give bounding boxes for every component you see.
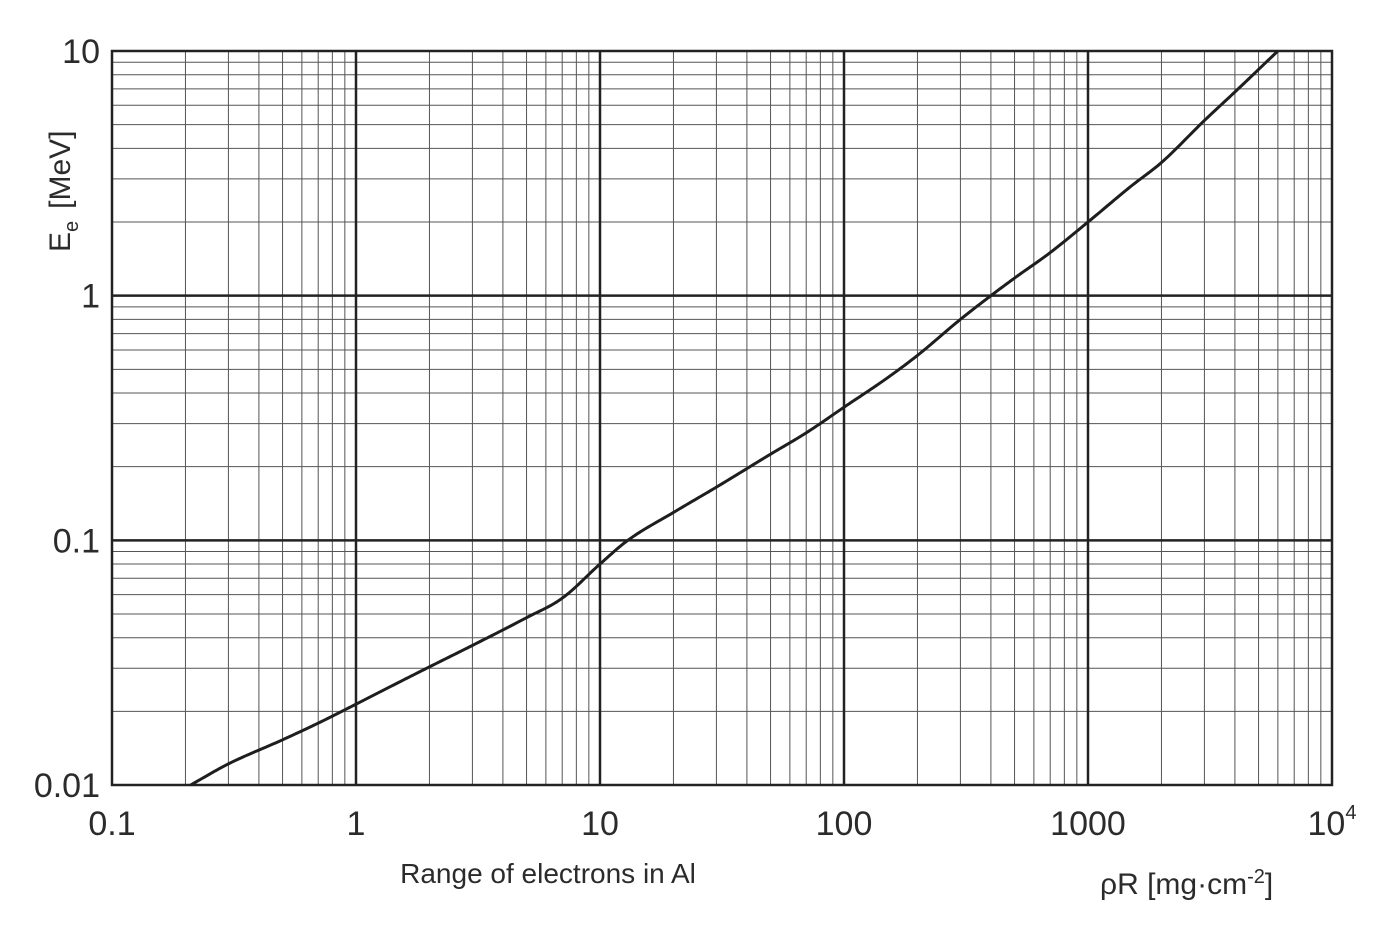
y-tick-label: 1 xyxy=(81,278,100,316)
x-tick-exponent: 4 xyxy=(1345,802,1356,824)
x-tick-label: 1 xyxy=(347,805,366,843)
x-tick-label: 100 xyxy=(816,805,873,843)
y-axis-unit: [MeV] xyxy=(44,131,77,209)
x-axis-unit: ρR [mg·cm-2] xyxy=(1100,866,1273,901)
y-tick-labels: 0.01 0.1 1 10 xyxy=(34,33,100,805)
x-unit-base: ρR [mg·cm xyxy=(1100,868,1247,901)
x-axis-title: Range of electrons in Al xyxy=(400,858,696,889)
plot-frame xyxy=(110,49,1334,787)
y-axis-title: Ee [MeV] xyxy=(44,131,83,253)
x-tick-base: 10 xyxy=(1308,805,1346,843)
y-tick-label: 0.01 xyxy=(34,767,100,805)
major-grid xyxy=(112,51,1332,785)
y-tick-label: 10 xyxy=(62,33,100,71)
x-unit-close: ] xyxy=(1265,868,1273,901)
x-tick-label: 0.1 xyxy=(88,805,135,843)
x-tick-label: 1000 xyxy=(1050,805,1126,843)
y-axis-subscript: e xyxy=(61,221,83,232)
x-unit-exponent: -2 xyxy=(1247,866,1265,888)
x-tick-label: 104 xyxy=(1308,802,1357,843)
minor-grid xyxy=(112,51,1332,785)
y-axis-symbol: E xyxy=(44,232,77,252)
y-tick-label: 0.1 xyxy=(53,522,100,560)
series-line-range-energy xyxy=(189,49,1279,787)
x-tick-label: 10 xyxy=(581,805,619,843)
x-tick-labels: 0.1 1 10 100 1000 104 xyxy=(88,802,1356,843)
